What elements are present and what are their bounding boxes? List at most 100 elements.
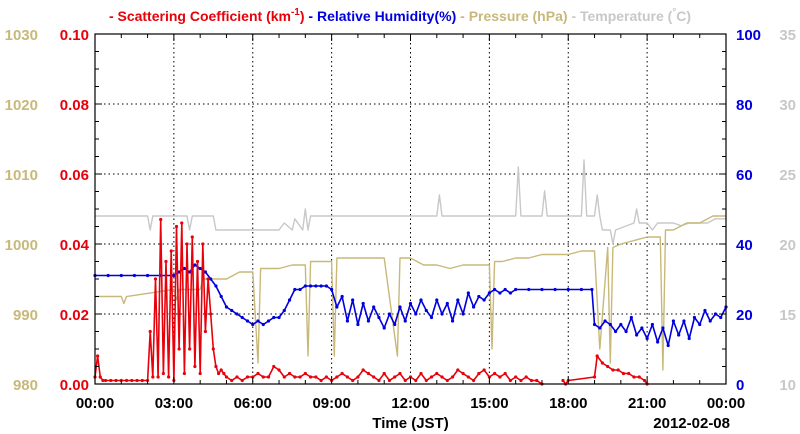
relative-humidity-point: [493, 287, 497, 292]
relative-humidity-point: [553, 287, 557, 292]
pressure-tick-label: 1000: [5, 237, 38, 254]
relative-humidity-point: [661, 326, 665, 330]
relative-humidity-point: [266, 319, 271, 323]
humidity-tick-label: 0: [736, 377, 744, 394]
relative-humidity-point: [629, 315, 633, 320]
scattering-coefficient-point: [156, 375, 160, 379]
x-tick-label: 06:00: [234, 395, 272, 412]
pressure-line: [95, 215, 726, 371]
relative-humidity-point: [590, 287, 594, 292]
scattering-coefficient-point: [477, 371, 481, 376]
relative-humidity-point: [209, 277, 213, 281]
pressure-axis: 980 990 1000 1010 1020 1030: [5, 27, 38, 394]
relative-humidity-point: [261, 322, 265, 327]
relative-humidity-point: [282, 308, 286, 313]
relative-humidity-point: [579, 287, 583, 292]
relative-humidity-point: [624, 329, 628, 334]
relative-humidity-point: [713, 312, 718, 316]
legend-entry-relative-humidity: - Relative Humidity(%): [305, 8, 457, 24]
scattering-coefficient-point: [153, 277, 158, 281]
scattering-coefficient-point: [224, 375, 229, 379]
scattering-coefficient-point: [514, 375, 518, 379]
scattering-coefficient-point: [180, 221, 184, 225]
x-tick-label: 18:00: [549, 395, 587, 412]
humidity-tick-label: 40: [736, 237, 753, 254]
relative-humidity-point: [240, 315, 244, 320]
scattering-coefficient-point: [98, 375, 102, 379]
grid: [95, 34, 726, 384]
relative-humidity-point: [708, 319, 712, 323]
relative-humidity-point: [419, 298, 423, 302]
relative-humidity-point: [656, 340, 660, 344]
scattering-coefficient-point: [235, 375, 239, 379]
scattering-coefficient-point: [222, 371, 226, 376]
scattering-coefficient-point: [272, 364, 276, 369]
relative-humidity-point: [345, 319, 349, 323]
relative-humidity-point: [498, 291, 502, 295]
scattering-tick-label: 0.00: [60, 377, 89, 394]
temperature-tick-label: 20: [779, 237, 796, 254]
scattering-coefficient-point: [319, 378, 323, 383]
legend-superscript: -1: [291, 7, 300, 18]
scattering-tick-label: 0.08: [60, 97, 89, 114]
relative-humidity-point: [314, 284, 318, 288]
relative-humidity-point: [414, 312, 418, 316]
relative-humidity-point: [698, 322, 702, 327]
x-tick-label: 12:00: [391, 395, 429, 412]
scattering-coefficient-point: [169, 249, 173, 253]
scattering-coefficient-point: [529, 378, 534, 383]
legend-text: - Scattering Coefficient (km-1) - Relati…: [109, 7, 691, 24]
relative-humidity-point: [719, 315, 723, 320]
humidity-tick-label: 100: [736, 27, 761, 44]
scattering-axis: 0.00 0.02 0.04 0.06 0.08 0.10: [60, 27, 90, 394]
relative-humidity-point: [182, 266, 186, 271]
scattering-coefficient-point: [124, 378, 129, 383]
scattering-coefficient-point: [201, 242, 205, 246]
relative-humidity-point: [308, 284, 313, 288]
relative-humidity-point: [666, 343, 670, 348]
scattering-coefficient-point: [600, 361, 605, 365]
scattering-coefficient-point: [445, 378, 449, 383]
scattering-coefficient-point: [190, 235, 194, 239]
relative-humidity-point: [256, 319, 260, 323]
scattering-coefficient-point: [498, 375, 502, 379]
relative-humidity-point: [214, 284, 218, 288]
relative-humidity-point: [145, 273, 150, 278]
scattering-coefficient-point: [193, 364, 197, 369]
scattering-coefficient-point: [632, 375, 636, 379]
scattering-coefficient-point: [195, 259, 200, 264]
relative-humidity-point: [466, 291, 470, 295]
relative-humidity-point: [640, 326, 644, 330]
temperature-tick-label: 15: [779, 307, 796, 324]
relative-humidity-point: [408, 301, 413, 306]
scattering-coefficient-point: [361, 368, 365, 372]
relative-humidity-point: [645, 336, 649, 341]
x-tick-label: 21:00: [628, 395, 666, 412]
relative-humidity-point: [106, 273, 110, 278]
scattering-coefficient-point: [114, 378, 118, 383]
scattering-coefficient-point: [435, 371, 439, 376]
relative-humidity-point: [324, 284, 328, 288]
relative-humidity-point: [424, 308, 428, 313]
scattering-coefficient-point: [303, 371, 307, 376]
scattering-coefficient-point: [429, 375, 434, 379]
scattering-coefficient-point: [414, 378, 418, 383]
relative-humidity-point: [356, 322, 360, 327]
scattering-tick-label: 0.04: [60, 237, 90, 254]
x-tick-label: 03:00: [155, 395, 193, 412]
scattering-coefficient-point: [398, 371, 402, 376]
scattering-coefficient-point: [482, 368, 486, 372]
scattering-coefficient-point: [240, 378, 244, 383]
relative-humidity-point: [351, 298, 355, 302]
scattering-tick-label: 0.10: [60, 27, 89, 44]
scattering-coefficient-point: [382, 371, 386, 376]
relative-humidity-point: [132, 273, 137, 278]
scattering-coefficient-point: [96, 354, 100, 358]
relative-humidity-point: [603, 319, 607, 323]
scattering-coefficient-point: [185, 242, 189, 246]
relative-humidity-point: [319, 284, 323, 288]
relative-humidity-point: [372, 305, 376, 309]
scattering-coefficient-point: [340, 371, 344, 376]
scattering-coefficient-point: [135, 378, 139, 383]
x-tick-label: 00:00: [707, 395, 745, 412]
